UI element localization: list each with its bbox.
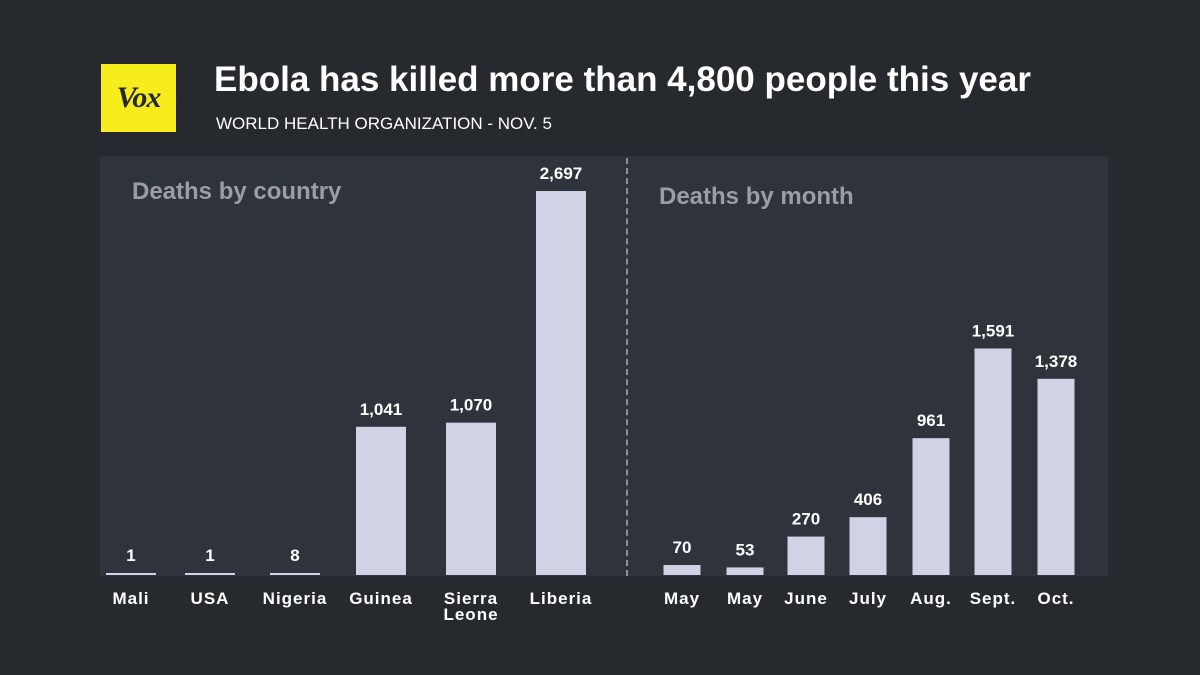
- country-bar: [106, 573, 156, 575]
- country-category-label: USA: [191, 589, 230, 608]
- month-category-label: Sept.: [970, 589, 1017, 608]
- month-bar: [912, 438, 950, 575]
- chart-source: WORLD HEALTH ORGANIZATION - NOV. 5: [216, 114, 552, 133]
- country-value-label: 1,041: [360, 400, 403, 419]
- country-value-label: 8: [290, 546, 299, 565]
- vox-logo: Vox: [101, 64, 176, 132]
- month-bar: [849, 517, 887, 575]
- country-category-label: Mali: [112, 589, 149, 608]
- country-value-label: 2,697: [540, 164, 583, 183]
- month-bar: [787, 536, 825, 575]
- month-value-label: 961: [917, 411, 945, 430]
- month-category-label: June: [784, 589, 828, 608]
- month-value-label: 53: [736, 540, 755, 559]
- month-category-label: Aug.: [910, 589, 952, 608]
- chart-title: Ebola has killed more than 4,800 people …: [214, 60, 1031, 99]
- month-bar: [726, 567, 764, 575]
- month-category-label: May: [727, 589, 763, 608]
- country-panel-title: Deaths by country: [132, 178, 342, 205]
- country-bar: [536, 191, 586, 575]
- country-category-label: Sierra Leone: [443, 589, 498, 624]
- country-bar: [356, 426, 406, 575]
- month-value-label: 70: [673, 538, 692, 557]
- country-category-label: Liberia: [530, 589, 593, 608]
- country-value-label: 1,070: [450, 396, 493, 415]
- country-value-label: 1: [126, 546, 135, 565]
- month-bar: [1037, 378, 1075, 575]
- logo-text: Vox: [116, 81, 162, 114]
- month-value-label: 1,591: [972, 321, 1015, 340]
- country-bar: [185, 573, 235, 575]
- month-category-label: July: [849, 589, 887, 608]
- month-category-label: Oct.: [1037, 589, 1074, 608]
- country-category-label: Nigeria: [263, 589, 328, 608]
- month-value-label: 1,378: [1035, 352, 1078, 371]
- country-category-label: Guinea: [349, 589, 413, 608]
- country-value-label: 1: [205, 546, 214, 565]
- month-value-label: 270: [792, 510, 820, 529]
- country-bar: [270, 573, 320, 575]
- month-panel-title: Deaths by month: [659, 183, 854, 210]
- country-bar: [446, 422, 496, 575]
- month-bar: [663, 565, 701, 575]
- panel-divider: [626, 158, 628, 576]
- month-value-label: 406: [854, 490, 882, 509]
- month-bar: [974, 348, 1012, 575]
- month-category-label: May: [664, 589, 700, 608]
